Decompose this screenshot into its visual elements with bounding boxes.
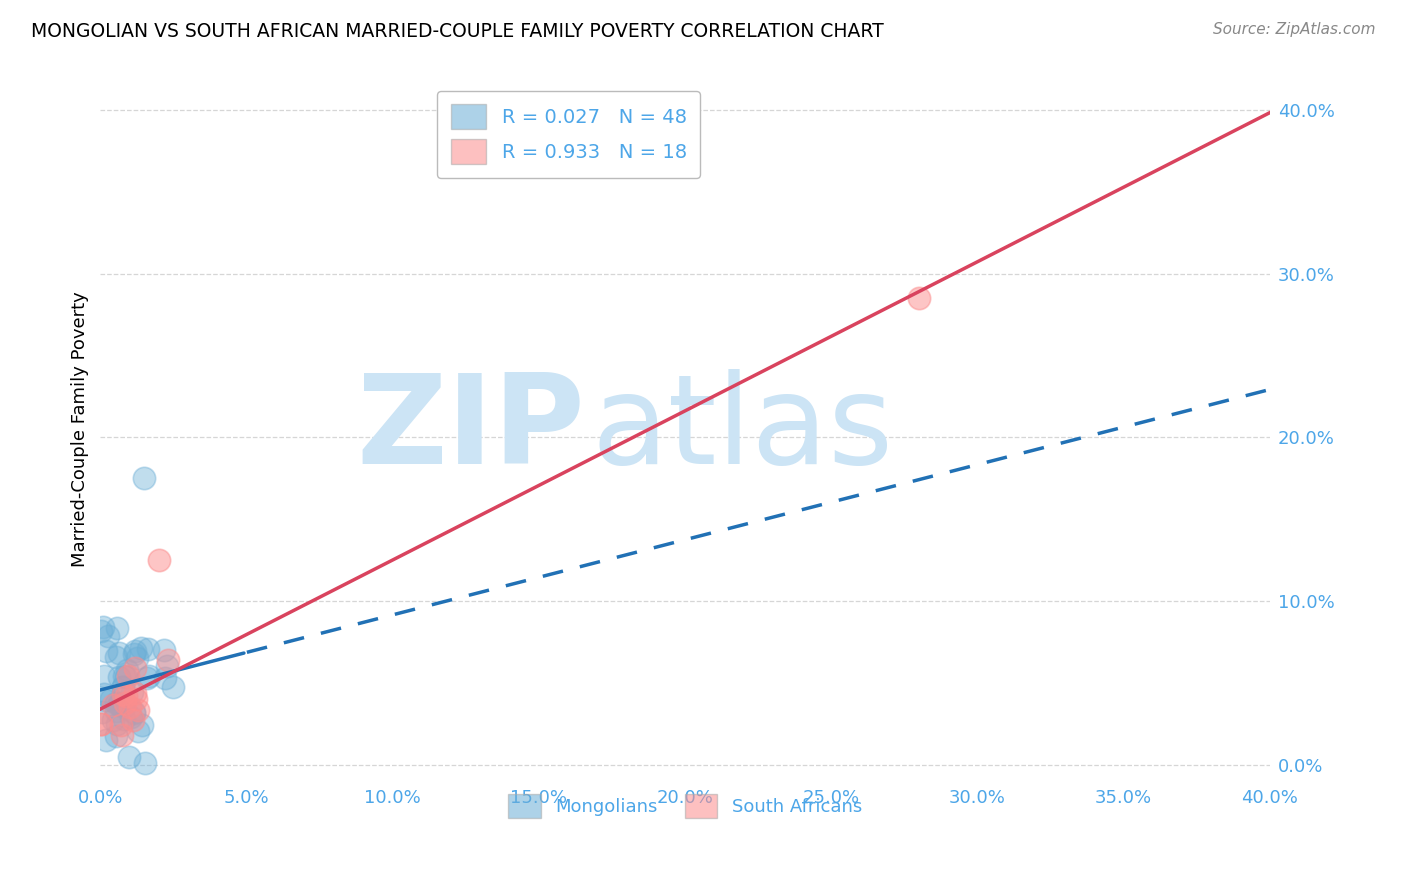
- Point: [115, 689, 138, 703]
- Point: [112, 669, 135, 683]
- Point: [115, 670, 138, 684]
- Point: [108, 698, 131, 712]
- Point: [94, 644, 117, 658]
- Point: [110, 718, 132, 732]
- Point: [105, 621, 128, 635]
- Point: [122, 706, 145, 720]
- Point: [111, 687, 134, 701]
- Point: [107, 670, 129, 684]
- Point: [162, 680, 184, 694]
- Point: [124, 705, 146, 719]
- Point: [101, 713, 124, 727]
- Text: ZIP: ZIP: [357, 368, 585, 490]
- Point: [94, 693, 117, 707]
- Point: [105, 717, 128, 731]
- Point: [124, 644, 146, 658]
- Point: [122, 647, 145, 661]
- Point: [112, 712, 135, 726]
- Point: [93, 669, 115, 683]
- Text: Source: ZipAtlas.com: Source: ZipAtlas.com: [1212, 22, 1375, 37]
- Point: [105, 729, 128, 743]
- Point: [127, 724, 149, 739]
- Point: [90, 716, 112, 731]
- Point: [129, 640, 152, 655]
- Point: [148, 553, 170, 567]
- Y-axis label: Married-Couple Family Poverty: Married-Couple Family Poverty: [72, 292, 89, 567]
- Point: [111, 680, 134, 694]
- Point: [101, 698, 124, 713]
- Point: [104, 704, 127, 718]
- Point: [135, 671, 157, 685]
- Point: [111, 681, 134, 695]
- Point: [155, 659, 177, 673]
- Point: [157, 653, 180, 667]
- Point: [94, 733, 117, 747]
- Point: [90, 717, 112, 731]
- Point: [104, 696, 127, 710]
- Point: [136, 641, 159, 656]
- Point: [124, 692, 146, 706]
- Point: [90, 624, 112, 638]
- Point: [134, 471, 156, 485]
- Point: [124, 686, 146, 700]
- Point: [153, 643, 176, 657]
- Legend: Mongolians, South Africans: Mongolians, South Africans: [501, 787, 869, 825]
- Point: [122, 713, 145, 727]
- Point: [115, 663, 138, 677]
- Text: atlas: atlas: [592, 368, 894, 490]
- Point: [104, 650, 127, 665]
- Point: [138, 669, 160, 683]
- Text: MONGOLIAN VS SOUTH AFRICAN MARRIED-COUPLE FAMILY POVERTY CORRELATION CHART: MONGOLIAN VS SOUTH AFRICAN MARRIED-COUPL…: [31, 22, 884, 41]
- Point: [153, 671, 176, 685]
- Point: [134, 756, 156, 771]
- Point: [907, 291, 929, 305]
- Point: [120, 710, 142, 724]
- Point: [91, 620, 114, 634]
- Point: [118, 750, 141, 764]
- Point: [127, 703, 149, 717]
- Point: [117, 669, 139, 683]
- Point: [107, 697, 129, 711]
- Point: [131, 718, 153, 732]
- Point: [124, 661, 146, 675]
- Point: [97, 628, 120, 642]
- Point: [91, 705, 114, 719]
- Point: [114, 697, 136, 711]
- Point: [107, 646, 129, 660]
- Point: [110, 728, 132, 742]
- Point: [100, 691, 122, 706]
- Point: [118, 699, 141, 714]
- Point: [125, 650, 148, 665]
- Point: [93, 687, 115, 701]
- Point: [121, 685, 143, 699]
- Point: [112, 699, 135, 714]
